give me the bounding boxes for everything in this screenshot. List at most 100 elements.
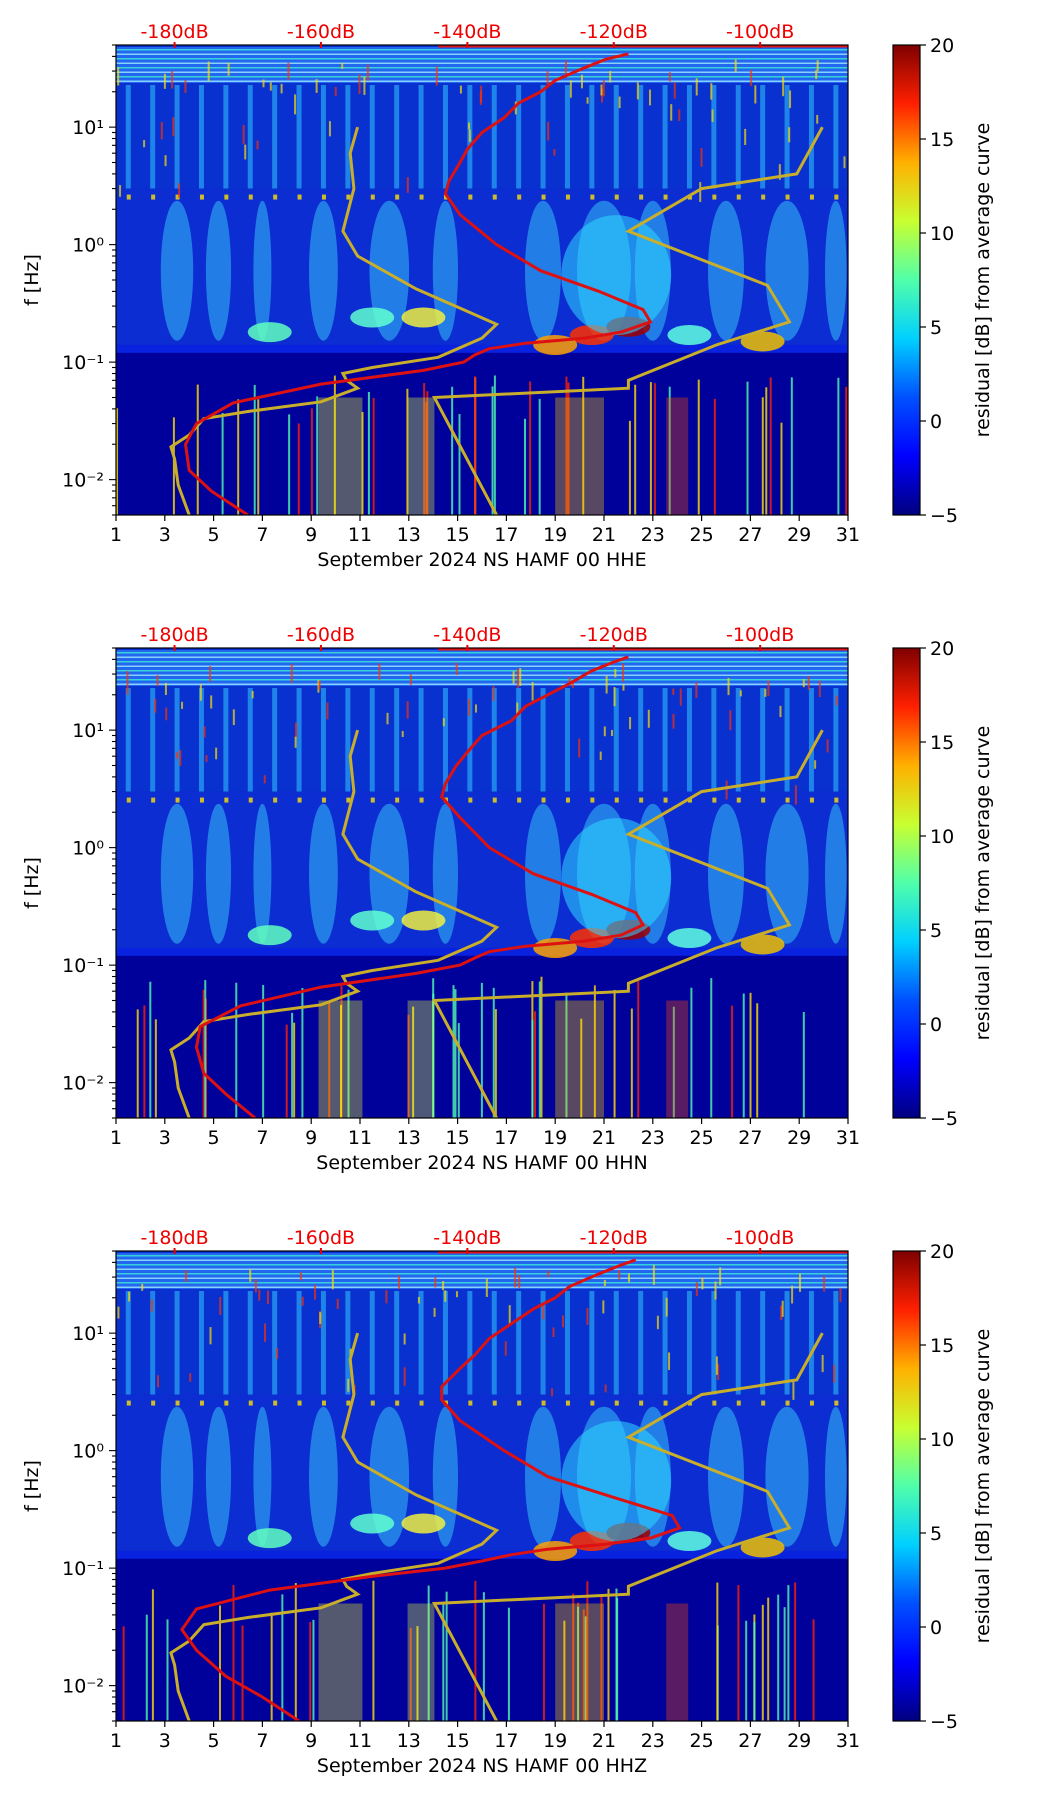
daily-streak: [711, 688, 717, 792]
glitch-streak: [166, 1619, 169, 1721]
noise-speckle: [358, 74, 361, 94]
x-tick-label: 5: [208, 1127, 220, 1149]
daily-hotspot: [565, 1400, 570, 1406]
low-freq-energy-band: [555, 1603, 604, 1721]
swell-plume: [369, 1406, 410, 1547]
glitch-streak: [221, 413, 224, 515]
y-axis-label: f [Hz]: [21, 254, 43, 306]
daily-hotspot: [346, 194, 351, 200]
noise-speckle: [128, 1291, 131, 1302]
x-tick-label: 21: [592, 524, 616, 546]
glitch-streak: [285, 1024, 288, 1118]
colorbar-tick-label: 10: [930, 1429, 954, 1451]
noise-speckle: [580, 74, 583, 89]
low-freq-energy-band: [318, 397, 363, 515]
noise-speckle: [254, 1279, 257, 1293]
noise-speckle: [717, 1364, 720, 1380]
horizontal-noise-line: [116, 674, 848, 676]
glitch-streak: [767, 1597, 770, 1721]
x-tick-label: 15: [446, 524, 470, 546]
x-tick-label: 23: [641, 1127, 665, 1149]
daily-hotspot: [273, 194, 278, 200]
daily-hotspot: [565, 194, 570, 200]
daily-streak: [833, 688, 839, 792]
daily-hotspot: [224, 194, 229, 200]
noise-speckle: [336, 1298, 339, 1309]
noise-speckle: [636, 82, 639, 100]
glitch-streak: [690, 987, 693, 1118]
noise-speckle: [647, 709, 650, 728]
glitch-streak: [270, 1612, 273, 1721]
glitch-streak: [288, 414, 291, 515]
noise-speckle: [210, 695, 213, 709]
daily-hotspot: [614, 797, 619, 803]
daily-hotspot: [492, 194, 497, 200]
glitch-streak: [529, 381, 532, 515]
noise-speckle: [442, 718, 445, 727]
noise-speckle: [551, 1388, 554, 1397]
swell-plume: [825, 200, 847, 341]
colorbar-tick-label: −5: [930, 1108, 958, 1130]
microseism-hotspot: [247, 925, 292, 946]
daily-streak: [613, 1291, 619, 1395]
daily-streak: [638, 688, 644, 792]
noise-speckle: [833, 1364, 836, 1383]
noise-speckle: [609, 70, 612, 83]
noise-speckle: [313, 1284, 316, 1300]
daily-hotspot: [712, 797, 717, 803]
colorbar-tick-label: 20: [930, 1241, 954, 1263]
daily-streak: [272, 688, 278, 792]
glitch-streak: [672, 1006, 675, 1118]
daily-hotspot: [175, 797, 180, 803]
noise-speckle: [175, 752, 178, 759]
x-tick-label: 29: [787, 524, 811, 546]
microseism-hotspot: [740, 1537, 785, 1558]
glitch-streak: [649, 382, 652, 515]
x-tick-label: 25: [690, 524, 714, 546]
y-tick-label: 10¹: [72, 117, 104, 139]
daily-hotspot: [663, 797, 668, 803]
daily-streak: [589, 1291, 595, 1395]
noise-speckle: [326, 702, 329, 720]
noise-speckle: [767, 680, 770, 697]
noise-speckle: [479, 90, 482, 105]
y-tick-label: 10⁻²: [62, 1073, 104, 1095]
daily-streak: [296, 1291, 302, 1395]
x-tick-label: 5: [208, 524, 220, 546]
storm-band: [561, 215, 672, 336]
glitch-streak: [494, 1009, 497, 1118]
daily-streak: [296, 85, 302, 189]
noise-speckle: [119, 185, 122, 197]
noise-speckle: [164, 155, 167, 167]
swell-plume: [765, 1406, 809, 1547]
noise-speckle: [672, 688, 675, 695]
daily-hotspot: [321, 797, 326, 803]
db-tick-label: -100dB: [726, 1227, 794, 1249]
low-noise-model-curve: [169, 1332, 500, 1721]
glitch-streak: [491, 386, 494, 515]
glitch-streak: [783, 1607, 786, 1721]
daily-streak: [418, 1291, 424, 1395]
top-noise-band: [116, 650, 848, 686]
horizontal-noise-line: [116, 1286, 848, 1288]
x-tick-label: 17: [494, 1127, 518, 1149]
daily-streak: [442, 1291, 448, 1395]
noise-speckle: [455, 662, 458, 675]
daily-hotspot: [761, 1400, 766, 1406]
daily-hotspot: [395, 194, 400, 200]
noise-speckle: [474, 704, 477, 713]
glitch-streak: [845, 386, 848, 515]
daily-streak: [686, 1291, 692, 1395]
low-noise-model-curve: [169, 729, 500, 1118]
noise-speckle: [256, 140, 259, 150]
daily-hotspot: [834, 1400, 839, 1406]
swell-plume: [253, 803, 272, 944]
x-tick-label: 9: [305, 1127, 317, 1149]
x-tick-label: 25: [690, 1127, 714, 1149]
noise-speckle: [668, 1352, 671, 1370]
low-freq-energy-band: [407, 397, 435, 515]
daily-hotspot: [419, 1400, 424, 1406]
daily-hotspot: [419, 194, 424, 200]
daily-streak: [613, 688, 619, 792]
db-tick-label: -180dB: [140, 1227, 208, 1249]
